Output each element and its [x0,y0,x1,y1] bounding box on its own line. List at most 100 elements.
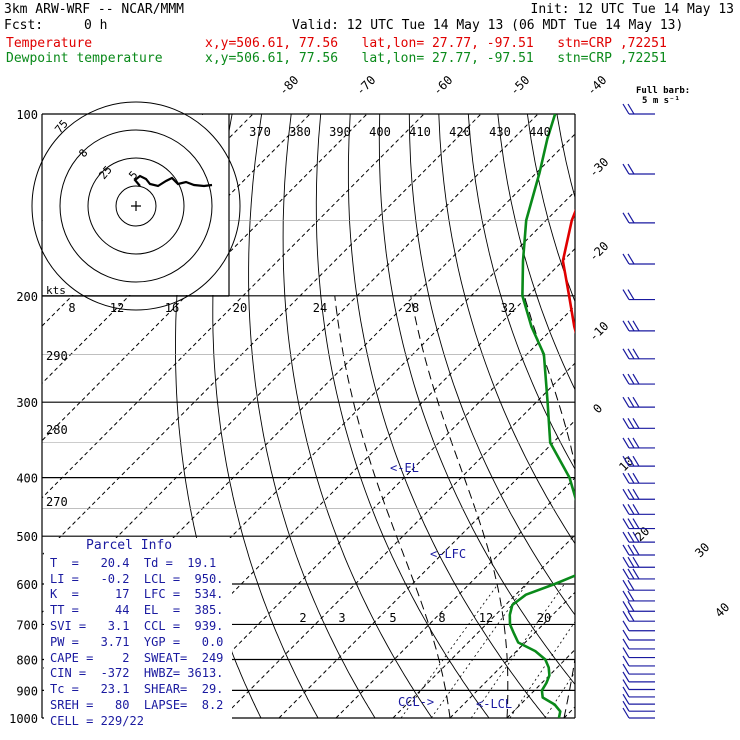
wind-barb-flag [622,686,630,698]
dry-adiabat [408,114,575,616]
temperature-legend-label: Temperature [6,36,93,51]
isotherm-line [335,477,575,718]
wind-barb [622,629,655,641]
wind-barb-flag [622,647,630,658]
hodograph-ring [115,185,157,227]
mixing-ratio-top-label: 24 [313,301,327,315]
parcel-info-panel: Parcel Info T = 20.4 Td = 19.1 LI = -0.2 … [44,538,232,730]
barb-legend-line2: 5 m s⁻¹ [642,96,680,106]
wind-barb-flag [622,556,630,568]
wind-barb-flag [622,610,630,622]
dry-adiabat [347,114,547,718]
parcel-info-row: CIN = -372 HWBZ= 3613. [50,666,224,681]
wind-barb-flag [627,503,635,515]
parcel-info-row: Tc = 23.1 SHEAR= 29. [50,682,224,697]
parcel-info-row: K = 17 LFC = 534. [50,587,224,602]
mixing-ratio-label: 8 [438,611,445,625]
wind-barb-flag [622,518,630,529]
theta-side-label: 290 [46,349,68,363]
isotherm-label: -30 [586,155,611,180]
wind-barb-flag [622,600,630,612]
wind-barb-flag [632,556,640,568]
hodograph-ring [59,129,213,283]
wind-barb-flag [632,320,640,332]
isotherm-label: -60 [430,73,455,98]
wind-barb-flag [622,679,630,690]
wind-barb-flag [632,544,640,556]
wind-barb-flag [622,320,630,332]
wind-barb [622,679,655,691]
wind-barb [622,455,655,467]
wind-barb-flag [622,373,630,385]
level-annotations: <-EL <-LFC CCL-> <-LCL [390,461,512,711]
annotation-lfc: <-LFC [430,547,466,561]
theta-label: 370 [249,125,271,139]
wind-barb [622,620,655,632]
wind-barb-flag [622,655,630,667]
moist-adiabat [334,295,451,718]
wind-barb [622,437,655,449]
barb-legend-line1: Full barb: [636,86,690,96]
moist-adiabat [410,295,509,718]
isotherm-line [563,706,575,718]
wind-barb [622,663,655,675]
wind-barb-flag [622,472,630,484]
wind-barb-flag [627,455,635,467]
wind-barb-flag [627,103,635,115]
wind-barb-flag [622,437,630,449]
mixing-ratio-label: 2 [299,611,306,625]
dry-adiabat [438,114,575,545]
wind-barb-flag [627,163,635,175]
wind-barb-flag [627,418,635,429]
pressure-tick-label: 600 [16,578,38,592]
mixing-ratio-top-label: 8 [68,301,75,315]
isotherm-label: -20 [586,239,611,264]
parcel-info-row: SVI = 3.1 CCL = 939. [50,618,224,633]
wind-barb [622,289,655,301]
mixing-ratio-label: 5 [389,611,396,625]
wind-barb-flag [627,373,635,385]
mixing-ratio-line [509,620,575,718]
wind-barb-flag [622,289,630,300]
wind-barb-flag [622,348,630,360]
wind-barb-flag [622,163,630,175]
wind-barb [622,503,655,515]
isotherm-line [678,114,740,718]
forecast-label: Fcst: [4,18,44,33]
dry-adiabat [586,114,740,731]
wind-barb [622,253,655,265]
theta-label: 390 [329,125,351,139]
wind-barb-flag [622,638,630,650]
dry-adiabat [705,114,740,731]
wind-barb [622,472,655,484]
dry-adiabat [282,114,433,718]
wind-barb-flag [627,600,635,612]
pressure-tick-label: 500 [16,530,38,544]
isotherm-label: -50 [507,73,532,98]
wind-barb [622,610,655,622]
dry-adiabat [734,114,740,731]
wind-barb [622,348,655,360]
pressure-tick-label: 900 [16,684,38,698]
wind-barb-flag [632,396,640,408]
wind-barb-flag [632,437,640,449]
wind-barb-flag [632,503,640,515]
parcel-info-row: CELL = 229/22 [50,713,144,728]
wind-barb [622,638,655,650]
wind-barb [622,556,655,568]
pressure-tick-label: 400 [16,472,38,486]
wind-barb [622,693,655,705]
wind-barb [622,700,655,712]
mixing-ratio-label: 20 [537,611,551,625]
theta-side-label: 270 [46,495,68,509]
wind-barb [622,531,655,543]
wind-barb-flag [622,663,630,675]
wind-barb-flag [622,531,630,543]
profiles [508,114,575,718]
isotherm-label: -80 [276,73,301,98]
hodograph-ring [87,157,185,255]
isotherm-label: -40 [584,73,609,98]
parcel-info-row: CAPE = 2 SWEAT= 249 [50,650,224,665]
dry-adiabat [315,114,490,718]
